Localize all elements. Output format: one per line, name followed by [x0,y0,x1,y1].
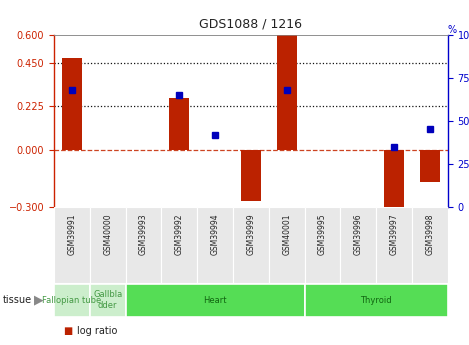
Bar [90,207,126,283]
Text: ▶: ▶ [34,294,44,307]
Text: GSM39999: GSM39999 [246,213,256,255]
Text: Thyroid: Thyroid [361,296,392,305]
Text: Heart: Heart [204,296,227,305]
Text: %: % [448,24,457,34]
Text: GSM39994: GSM39994 [211,213,219,255]
Bar [161,207,197,283]
Text: ■: ■ [63,326,73,336]
Bar [90,284,126,317]
Bar [54,207,90,283]
Bar [376,207,412,283]
Text: GSM39996: GSM39996 [354,213,363,255]
Text: log ratio: log ratio [77,326,118,336]
Bar [305,284,448,317]
Bar [197,207,233,283]
Bar [340,207,376,283]
Bar [62,58,82,149]
Text: GSM39998: GSM39998 [425,213,434,255]
Text: GSM39997: GSM39997 [390,213,399,255]
Text: Fallopian tube: Fallopian tube [42,296,101,305]
Bar [420,149,440,182]
Text: tissue: tissue [2,295,31,305]
Text: GSM40001: GSM40001 [282,213,291,255]
Text: GSM39991: GSM39991 [68,213,76,255]
Text: GDS1088 / 1216: GDS1088 / 1216 [199,17,303,30]
Bar [126,284,305,317]
Bar [277,34,296,149]
Bar [412,207,448,283]
Bar [169,98,189,149]
Bar [241,149,261,201]
Bar [384,149,404,217]
Text: GSM39992: GSM39992 [175,213,184,255]
Text: GSM39995: GSM39995 [318,213,327,255]
Text: Gallbla
dder: Gallbla dder [93,290,122,310]
Bar [54,284,90,317]
Text: GSM40000: GSM40000 [103,213,112,255]
Bar [126,207,161,283]
Bar [305,207,340,283]
Text: GSM39993: GSM39993 [139,213,148,255]
Bar [233,207,269,283]
Bar [269,207,305,283]
